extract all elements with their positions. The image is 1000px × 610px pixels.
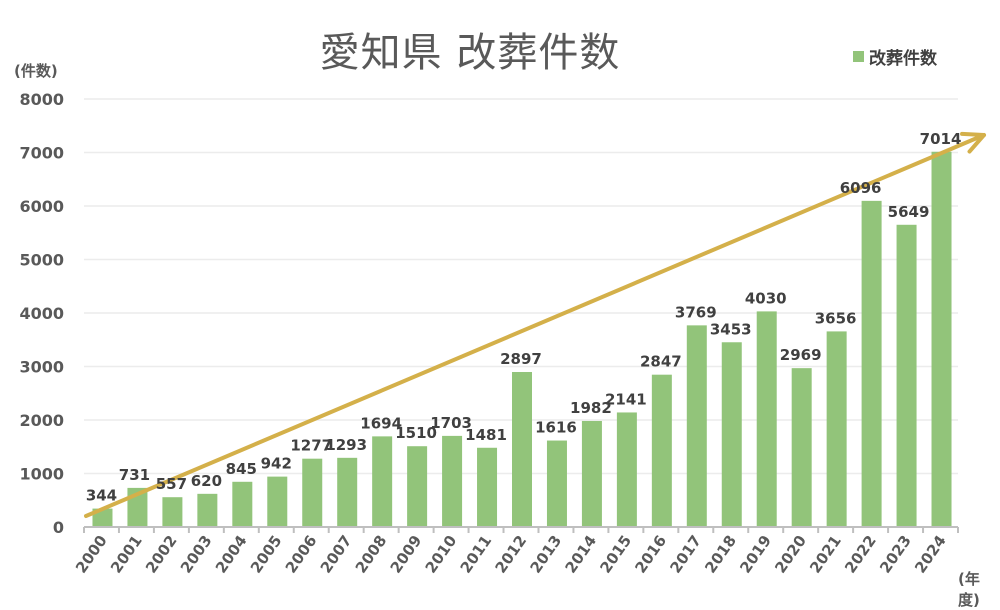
x-tick-label: 2017 [666, 532, 705, 577]
x-tick-label: 2024 [911, 532, 950, 577]
bar [372, 436, 393, 527]
bar [477, 447, 498, 527]
x-tick-label: 2014 [562, 532, 601, 577]
y-tick-label: 3000 [19, 358, 64, 377]
bar [197, 493, 218, 527]
x-tick-label: 2005 [247, 532, 286, 577]
legend-swatch-icon [853, 51, 864, 62]
bar [616, 412, 637, 527]
x-tick-label: 2020 [771, 532, 810, 577]
data-label: 1293 [325, 436, 367, 454]
data-label: 7014 [920, 130, 962, 148]
bar [896, 224, 917, 527]
data-label: 1703 [430, 414, 472, 432]
bar [162, 497, 183, 527]
bar [546, 440, 567, 527]
bar [931, 151, 952, 527]
x-tick-label: 2007 [317, 532, 356, 577]
bar [407, 446, 428, 527]
x-tick-label: 2018 [701, 532, 740, 577]
bar [721, 342, 742, 527]
bar [686, 325, 707, 527]
data-label: 5649 [888, 203, 930, 221]
data-label: 1510 [395, 424, 437, 442]
x-tick-label: 2022 [841, 532, 880, 577]
bar [442, 435, 463, 527]
x-tick-label: 2006 [282, 532, 321, 577]
data-label: 6096 [840, 179, 882, 197]
data-label: 2897 [500, 350, 542, 368]
bar [581, 420, 602, 527]
data-label: 2969 [780, 346, 822, 364]
x-tick-label: 2000 [72, 532, 111, 577]
x-tick-label: 2002 [142, 532, 181, 577]
legend: 改葬件数 [853, 44, 937, 69]
bar [756, 311, 777, 527]
data-label: 3453 [710, 320, 752, 338]
y-tick-label: 1000 [19, 465, 64, 484]
data-label: 3769 [675, 303, 717, 321]
bar [302, 458, 323, 527]
x-tick-label: 2008 [352, 532, 391, 577]
x-tick-label: 2019 [736, 532, 775, 577]
bars [92, 151, 952, 527]
x-tick-label: 2009 [387, 532, 426, 577]
data-label: 2847 [640, 353, 682, 371]
data-label: 557 [156, 475, 187, 493]
x-tick-label: 2001 [107, 532, 146, 577]
data-label: 1982 [570, 399, 612, 417]
bar [861, 200, 882, 527]
x-tick-label: 2011 [457, 532, 496, 577]
bar [512, 372, 532, 527]
x-tick-label: 2016 [631, 532, 670, 577]
y-tick-label: 4000 [19, 304, 64, 323]
data-label: 1616 [535, 419, 577, 437]
bar [826, 331, 847, 527]
y-tick-label: 8000 [19, 90, 64, 109]
x-tick-label: 2023 [876, 532, 915, 577]
y-axis-ticks: 0 1000 2000 3000 4000 5000 6000 7000 8000 [19, 90, 64, 537]
chart-title: 愛知県 改葬件数 [319, 30, 621, 76]
data-label: 2141 [605, 390, 647, 408]
bar [337, 457, 358, 527]
data-label: 1694 [360, 414, 402, 432]
data-label: 1277 [290, 437, 332, 455]
x-tick-label: 2010 [422, 532, 461, 577]
y-tick-label: 5000 [19, 251, 64, 270]
data-label: 3656 [815, 309, 857, 327]
x-tick-label: 2013 [527, 532, 566, 577]
bar [267, 476, 288, 527]
data-label: 942 [261, 455, 292, 473]
bar [651, 374, 672, 527]
y-tick-label: 7000 [19, 144, 64, 163]
x-tick-label: 2015 [596, 532, 635, 577]
y-tick-label: 0 [53, 518, 64, 537]
gridlines [84, 98, 958, 475]
x-tick-label: 2021 [806, 532, 845, 577]
bar [791, 368, 812, 527]
trend-arrow-icon [84, 131, 986, 518]
x-axis [83, 526, 959, 533]
data-label: 344 [86, 487, 117, 505]
x-tick-label: 2004 [212, 532, 251, 577]
data-label: 731 [119, 466, 150, 484]
data-label: 1481 [465, 426, 507, 444]
legend-label: 改葬件数 [869, 49, 937, 69]
y-tick-label: 6000 [19, 197, 64, 216]
data-label: 845 [226, 460, 257, 478]
x-tick-label: 2003 [177, 532, 216, 577]
data-label: 620 [191, 472, 222, 490]
data-label: 4030 [745, 289, 787, 307]
x-tick-label: 2012 [492, 532, 531, 577]
y-tick-label: 2000 [19, 411, 64, 430]
bar [232, 481, 253, 527]
y-axis-unit-label: (件数) [14, 62, 58, 80]
x-axis-ticks: 2000200120022003200420052006200720082009… [72, 532, 950, 577]
